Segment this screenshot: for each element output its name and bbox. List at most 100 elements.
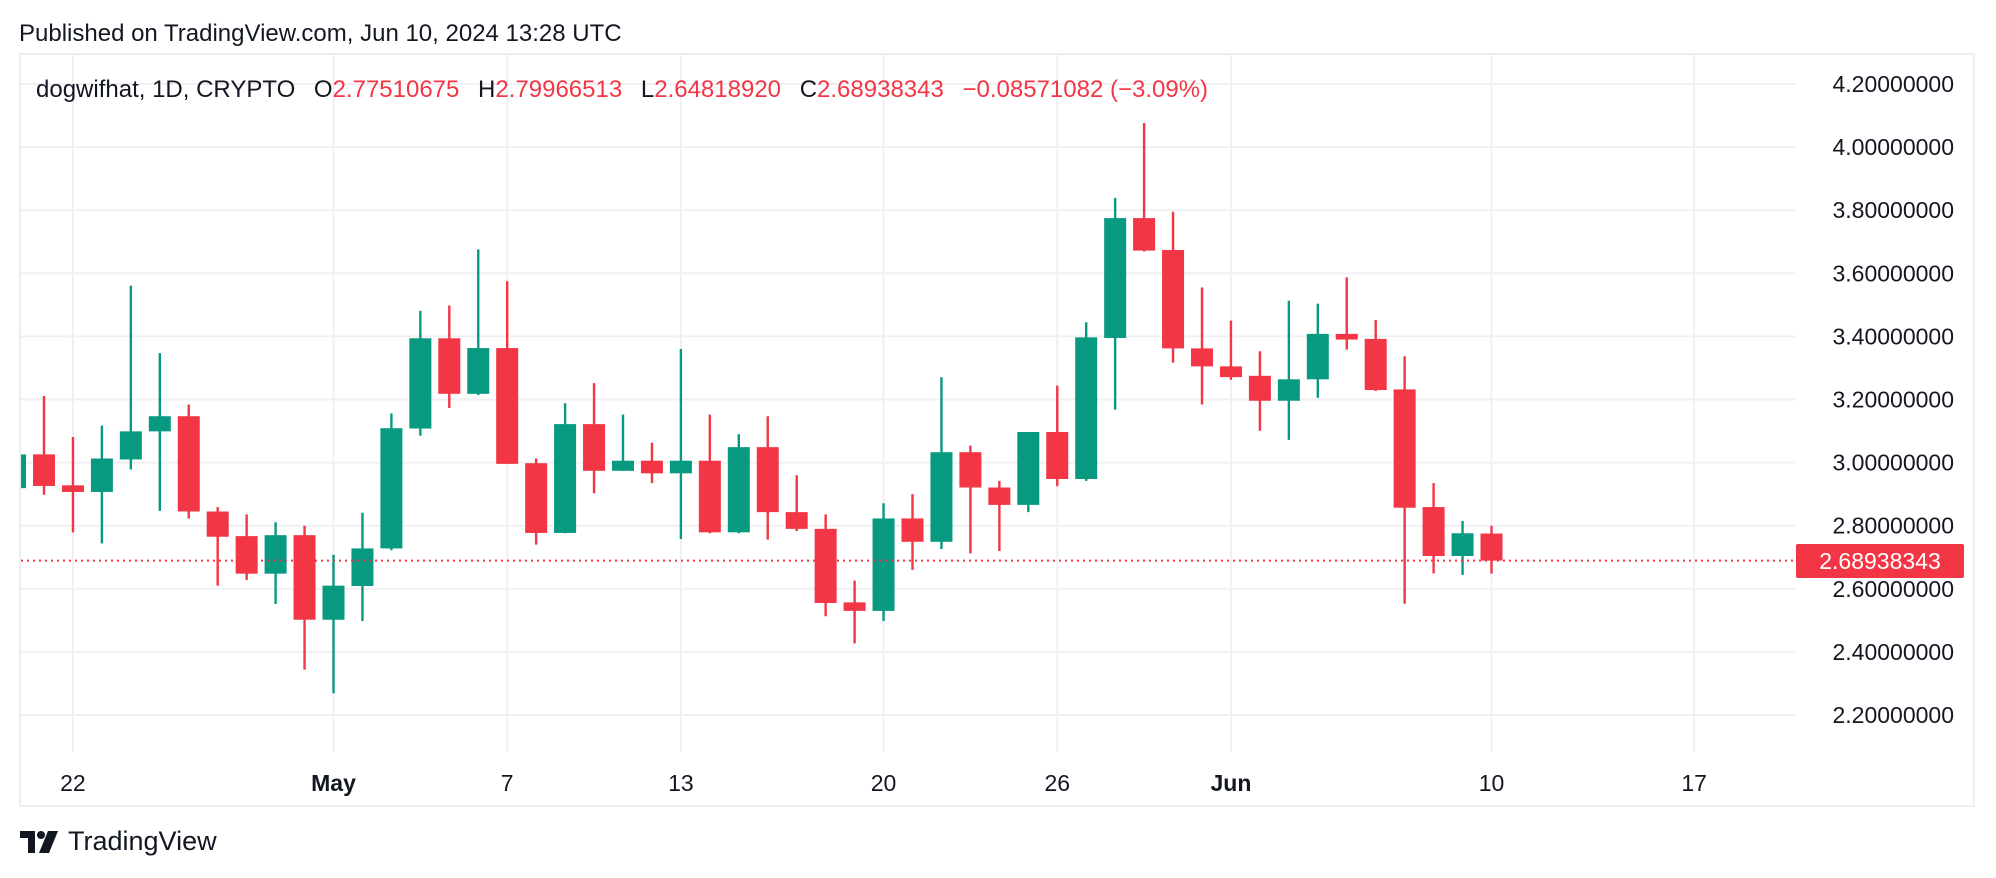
candle-body bbox=[235, 536, 258, 574]
candle-body bbox=[148, 416, 171, 432]
candle-body bbox=[785, 512, 808, 529]
candle-up bbox=[1075, 322, 1098, 481]
candle-body bbox=[1133, 218, 1156, 251]
candle-down bbox=[1480, 525, 1503, 574]
candle-body bbox=[119, 431, 142, 460]
candle-down bbox=[1393, 356, 1416, 604]
candle-body bbox=[554, 424, 577, 533]
price-tick-label: 3.00000000 bbox=[1832, 450, 1954, 476]
candle-up bbox=[322, 554, 345, 694]
candle-body bbox=[640, 460, 663, 474]
candle-up bbox=[1306, 303, 1329, 398]
candle-down bbox=[640, 442, 663, 484]
candle-up bbox=[119, 285, 142, 470]
candle-up bbox=[872, 503, 895, 621]
candle-down bbox=[1046, 385, 1069, 487]
time-tick-label: 13 bbox=[668, 770, 694, 796]
price-tick-label: 4.20000000 bbox=[1832, 71, 1954, 97]
candle-body bbox=[21, 454, 27, 489]
candle-body bbox=[901, 518, 924, 542]
candle-body bbox=[1191, 348, 1213, 367]
candle-body bbox=[872, 518, 895, 611]
candle-body bbox=[1075, 337, 1098, 480]
candle-body bbox=[1104, 218, 1127, 338]
candle-down bbox=[177, 404, 200, 519]
candle-up bbox=[554, 403, 577, 534]
low-label: L bbox=[640, 76, 655, 103]
candle-up bbox=[90, 425, 113, 544]
ohlc-legend: dogwifhat, 1D, CRYPTO O2.77510675 H2.799… bbox=[36, 76, 1208, 104]
candle-body bbox=[930, 452, 953, 542]
price-tick-label: 4.00000000 bbox=[1832, 134, 1954, 160]
high-value: 2.79966513 bbox=[495, 76, 623, 103]
candle-body bbox=[1162, 249, 1185, 349]
price-tick-label: 2.60000000 bbox=[1832, 576, 1954, 602]
candle-down bbox=[525, 458, 548, 545]
candle-down bbox=[843, 580, 866, 644]
candle-body bbox=[1219, 366, 1242, 378]
candle-up bbox=[930, 377, 953, 550]
candle-body bbox=[496, 348, 519, 464]
candle-up bbox=[1277, 300, 1300, 440]
symbol-label[interactable]: dogwifhat, 1D, CRYPTO bbox=[36, 76, 296, 103]
candle-down bbox=[61, 437, 84, 533]
candle-down bbox=[583, 383, 606, 494]
candle-body bbox=[409, 338, 432, 429]
time-axis: 22 May 7 13 20 26 Jun 10 17 bbox=[60, 770, 1707, 796]
time-tick-label: 20 bbox=[871, 770, 897, 796]
candle-down bbox=[1248, 351, 1271, 431]
last-price-label: 2.68938343 bbox=[1796, 543, 1964, 578]
price-tick-label: 3.40000000 bbox=[1832, 323, 1954, 349]
candle-down bbox=[785, 475, 808, 532]
time-tick-label: 7 bbox=[501, 770, 514, 796]
tradingview-logo[interactable]: TradingView bbox=[20, 826, 217, 857]
time-tick-label: 17 bbox=[1681, 770, 1707, 796]
price-tick-label: 2.40000000 bbox=[1832, 639, 1954, 665]
candle-up bbox=[1451, 520, 1474, 575]
candle-body bbox=[90, 458, 113, 492]
time-tick-label: 26 bbox=[1044, 770, 1070, 796]
candle-body bbox=[61, 485, 84, 492]
candle-body bbox=[33, 454, 55, 486]
open-label: O bbox=[313, 76, 333, 103]
candle-up bbox=[409, 310, 432, 436]
price-tick-label: 3.20000000 bbox=[1832, 387, 1954, 413]
published-header: Published on TradingView.com, Jun 10, 20… bbox=[19, 20, 622, 47]
candle-down bbox=[1364, 319, 1387, 391]
candle-up bbox=[264, 522, 287, 604]
tradingview-brand: TradingView bbox=[68, 826, 217, 856]
candle-body bbox=[322, 585, 345, 620]
candle-body bbox=[698, 460, 721, 533]
time-tick-label: 22 bbox=[60, 770, 86, 796]
candle-down bbox=[1335, 277, 1358, 350]
candle-body bbox=[814, 528, 837, 603]
candle-down bbox=[814, 514, 837, 617]
candle-body bbox=[206, 511, 229, 537]
candle-body bbox=[612, 460, 634, 471]
candle-down bbox=[33, 396, 55, 495]
candle-up bbox=[21, 454, 27, 489]
candle-up bbox=[669, 349, 692, 539]
candle-up bbox=[148, 353, 171, 511]
candle-down bbox=[206, 507, 229, 586]
candle-down bbox=[1133, 123, 1156, 252]
candle-body bbox=[1393, 389, 1416, 508]
candle-body bbox=[1335, 333, 1358, 340]
high-label: H bbox=[478, 76, 496, 103]
candle-down bbox=[1191, 287, 1213, 405]
candle-down bbox=[1422, 483, 1445, 574]
candle-body bbox=[467, 348, 490, 394]
close-label: C bbox=[799, 76, 818, 103]
candle-body bbox=[380, 428, 403, 549]
candles bbox=[21, 123, 1503, 694]
candle-down bbox=[901, 494, 924, 570]
candle-body bbox=[1046, 431, 1069, 480]
candle-body bbox=[293, 535, 316, 620]
candle-up bbox=[380, 413, 403, 551]
candle-body bbox=[843, 602, 866, 611]
candle-down bbox=[496, 281, 519, 464]
candle-down bbox=[1162, 211, 1185, 363]
price-tick-label: 3.80000000 bbox=[1832, 197, 1954, 223]
candle-up bbox=[351, 512, 374, 621]
